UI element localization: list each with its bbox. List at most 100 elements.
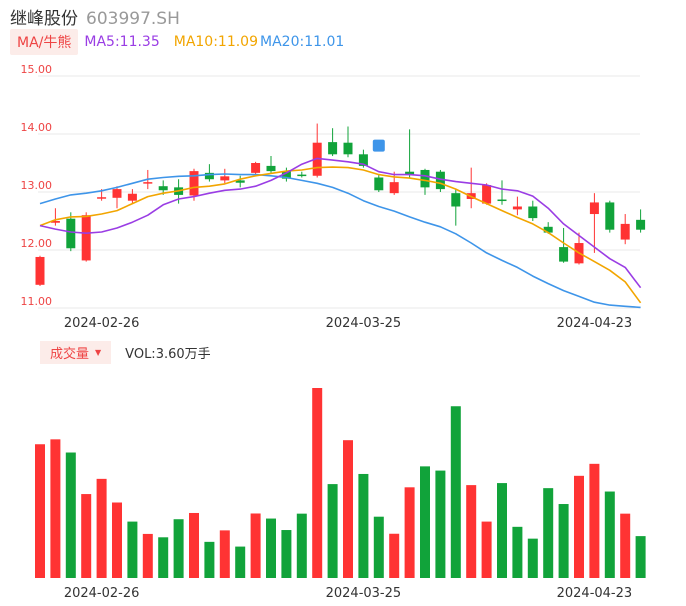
candle-body [66,218,76,249]
volume-bar [127,521,138,578]
stock-code: 603997.SH [86,9,180,29]
volume-bar [358,473,369,578]
candle-body [620,223,630,240]
ma20-line [39,173,641,309]
price-chart[interactable]: 15.00 14.00 13.00 12.00 11.00 2024-02-26 2024-… [0,0,686,335]
volume-bar [435,470,446,578]
candle-body [512,206,522,210]
volume-bar [235,546,246,578]
candle-body [451,193,461,207]
volume-bar [466,485,477,578]
ma20-value: MA20:11.01 [260,34,345,50]
candle-body [343,142,353,155]
x-date-label: 2024-04-23 [557,316,633,331]
candle-body [358,154,368,166]
volume-bar [327,484,338,578]
volume-bar [512,526,523,578]
volume-bar [281,530,292,578]
candle-body [189,171,199,196]
y-tick-label: 14.00 [21,121,53,134]
volume-bar [312,388,323,578]
volume-bar [420,466,430,578]
candle-body [374,177,384,191]
candle-body [35,256,45,285]
volume-bar [266,518,276,578]
volume-bar [589,463,600,578]
candle-body [405,171,415,175]
volume-bar [112,502,122,578]
y-tick-label: 15.00 [21,63,53,76]
y-tick-label: 11.00 [21,295,53,308]
candle-body [528,206,538,219]
volume-bar [142,533,153,578]
volume-bar [158,537,169,578]
candle-body [158,186,168,191]
volume-value: VOL:3.60万手 [125,346,211,362]
volume-bar [527,538,538,578]
volume-bar [574,475,584,578]
candle-body [482,185,492,204]
x-date-label: 2024-03-25 [326,586,402,601]
candle-body [281,171,291,179]
volume-bar [250,513,261,578]
ma10-value: MA10:11.09 [173,34,259,50]
volume-bar [96,478,107,578]
candle-body [127,193,137,201]
volume-bar [497,483,507,578]
candle-body [297,174,307,177]
candle-body [266,165,276,172]
ma10-line [39,166,642,304]
volume-bar [635,536,646,578]
volume-bar [620,513,631,578]
volume-bar [558,504,569,578]
candle-body [435,171,445,190]
x-date-label: 2024-02-26 [64,316,140,331]
volume-bar [543,488,554,578]
y-tick-label: 13.00 [21,179,53,192]
candle-body [389,182,399,194]
x-date-label: 2024-02-26 [64,586,140,601]
volume-bar [389,533,400,578]
candle-body [328,142,338,155]
volume-bar [373,516,384,578]
stock-name: 继峰股份 [10,9,78,29]
candle-body [204,172,214,180]
candle-body [235,180,245,183]
volume-bar [189,512,199,578]
x-date-label: 2024-03-25 [326,316,402,331]
candle-body [605,202,615,230]
candle-body [420,169,430,188]
annotation-marker-icon [372,139,385,152]
volume-bar [450,406,461,578]
volume-bar [481,521,492,578]
volume-bar [173,519,184,578]
volume-bar [296,513,307,578]
candle-body [97,197,107,199]
candle-body [559,247,569,262]
candle-body [497,199,507,202]
volume-bar [604,491,615,578]
volume-bar [65,452,76,578]
volume-bar [343,440,353,578]
y-tick-label: 12.00 [21,237,53,250]
candle-body [112,189,122,198]
x-date-label: 2024-04-23 [557,586,633,601]
candle-body [251,163,261,173]
ma5-value: MA5:11.35 [84,34,160,50]
candle-body [143,182,153,184]
volume-bar [50,439,61,578]
volume-bar [81,494,92,578]
ma5-line [39,157,642,289]
volume-indicator-dropdown[interactable]: 成交量 ▼ [40,340,112,364]
stock-header: 继峰股份 603997.SH [10,4,180,29]
volume-legend: 成交量 ▼ VOL:3.60万手 [40,340,211,364]
candle-body [636,219,646,230]
candle-body [81,215,91,261]
candle-body [589,202,599,215]
volume-bar [219,530,230,578]
candle-body [50,221,60,223]
candle-body [220,176,230,181]
ma-indicator-button[interactable]: MA/牛熊 [10,29,79,55]
volume-bar [404,487,415,578]
candle-body [543,226,553,233]
